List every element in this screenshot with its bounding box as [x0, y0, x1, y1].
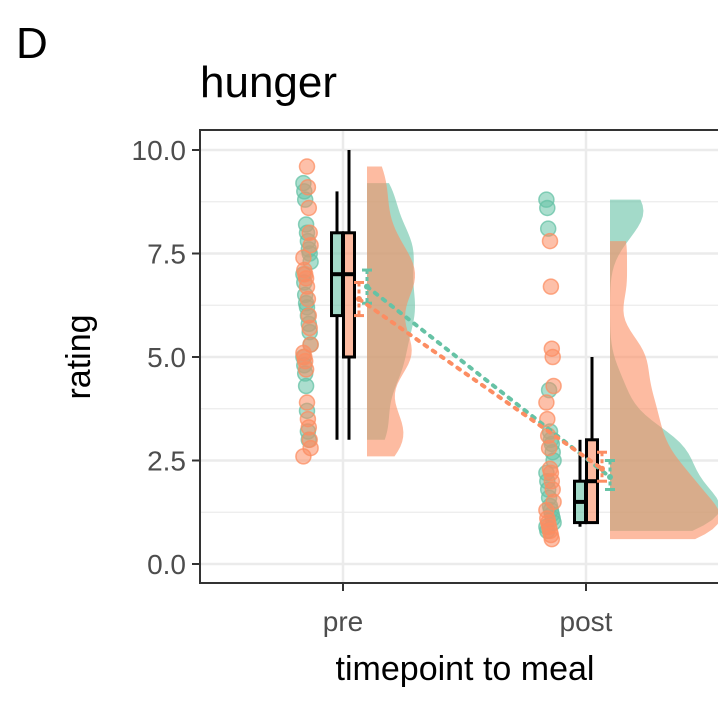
boxplots	[330, 150, 599, 527]
y-tick-label: 5.0	[147, 342, 186, 373]
x-tick-label: pre	[323, 606, 363, 637]
data-point	[300, 199, 318, 217]
box	[342, 231, 356, 359]
plot-panel	[200, 130, 718, 583]
data-point	[539, 199, 556, 217]
density-clouds	[367, 166, 718, 540]
data-point	[545, 377, 562, 395]
mean-lines	[354, 268, 615, 491]
y-tick-label: 7.5	[147, 239, 186, 270]
y-tick-label: 0.0	[147, 549, 186, 580]
density-cloud	[610, 241, 718, 540]
mean-connector	[357, 297, 604, 471]
data-point	[299, 290, 317, 308]
data-point	[540, 439, 558, 457]
x-tick-label: post	[560, 606, 613, 637]
mean-point	[599, 465, 605, 472]
data-point	[295, 448, 312, 465]
chart-title: hunger	[200, 58, 337, 107]
data-point	[544, 348, 561, 366]
data-point	[299, 179, 317, 196]
y-tick-label: 10.0	[132, 135, 187, 166]
data-point	[543, 530, 561, 548]
data-point	[541, 232, 559, 250]
mean-point	[356, 296, 362, 303]
data-point	[297, 361, 315, 378]
data-point	[302, 236, 319, 254]
mean-point	[607, 474, 613, 481]
mean-connector	[365, 284, 612, 480]
data-point	[298, 158, 316, 175]
y-axis-title: rating	[60, 314, 98, 399]
data-point	[301, 319, 318, 337]
y-tick-label: 2.5	[147, 446, 186, 477]
x-axis-title: timepoint to meal	[336, 650, 595, 688]
mean-point	[364, 283, 370, 290]
data-point	[297, 377, 315, 395]
density-cloud	[367, 166, 415, 457]
data-point	[538, 394, 555, 411]
data-point	[542, 278, 560, 295]
axes: 0.0 2.5 5.0 7.5 10.0 pre post	[132, 129, 718, 637]
data-points	[295, 158, 562, 548]
data-point	[298, 394, 316, 411]
panel-label: D	[16, 19, 48, 68]
